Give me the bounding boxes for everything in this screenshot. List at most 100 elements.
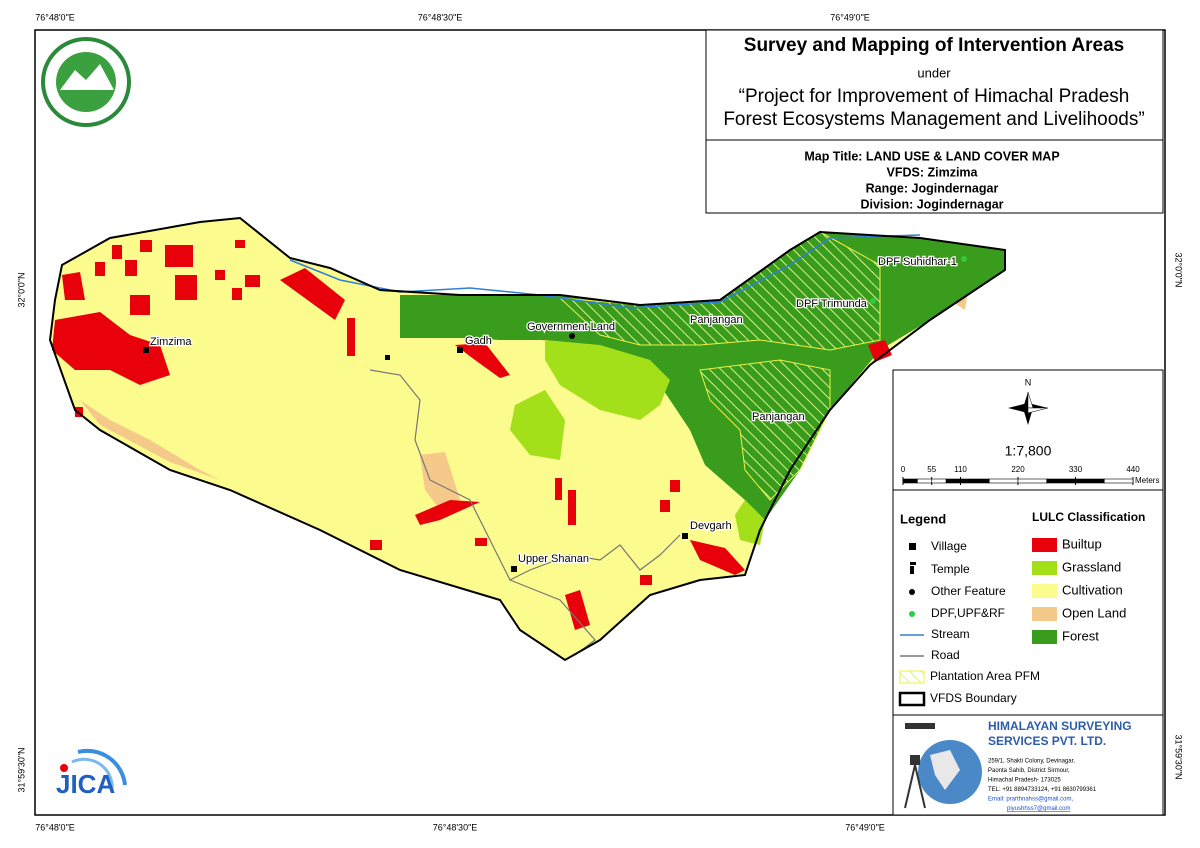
scale-tick-label: 220 [1011, 465, 1025, 474]
builtup [280, 268, 345, 320]
builtup [165, 245, 193, 267]
coordinate-label: 32°0'0"N [1174, 252, 1184, 287]
builtup [690, 540, 745, 575]
project-title: Forest Ecosystems Management and Livelih… [723, 109, 1144, 130]
scale-segment [902, 478, 918, 484]
lulc-label: Grassland [1062, 559, 1121, 574]
map-info: Range: Jogindernagar [866, 181, 999, 195]
builtup [125, 260, 137, 276]
scale-segment [1046, 478, 1076, 484]
builtup [640, 575, 652, 585]
builtup [565, 590, 590, 630]
hp-forest-logo [41, 37, 131, 127]
place-label: DPF Suhidhar-1 [878, 256, 957, 268]
lulc-label: Forest [1062, 628, 1099, 643]
jica-label: JICA [56, 769, 115, 799]
coordinate-label: 32°0'0"N [16, 272, 26, 307]
builtup [455, 343, 510, 378]
title: Survey and Mapping of Intervention Areas [744, 35, 1124, 56]
scale-tick-label: 330 [1069, 465, 1083, 474]
plantation-area [699, 359, 831, 501]
coordinate-label: 31°59'30"N [16, 747, 26, 792]
builtup [670, 480, 680, 492]
place-label: Zimzima [150, 336, 192, 348]
legend-box [892, 489, 1164, 716]
builtup [347, 318, 355, 356]
builtup [62, 272, 85, 300]
scale-tick-label: 440 [1126, 465, 1140, 474]
map-info: Division: Jogindernagar [860, 197, 1003, 211]
builtup [568, 490, 576, 525]
road [369, 369, 681, 581]
legend-label: Road [931, 648, 960, 662]
village-symbol [457, 347, 463, 353]
lulc-swatch [1032, 607, 1057, 621]
builtup [52, 312, 170, 385]
place-label: Upper Shanan [518, 553, 589, 565]
map-info-box [705, 139, 1164, 214]
builtup [215, 270, 225, 280]
lulc-swatch [1032, 584, 1057, 598]
coordinate-label: 76°48'0"E [35, 822, 75, 832]
place-label: Panjangan [752, 411, 805, 423]
company-address: TEL: +91 8894733124, +91 8630799361 [988, 787, 1097, 793]
feature-symbol [569, 333, 575, 339]
lulc-label: Open Land [1062, 605, 1126, 620]
builtup [245, 275, 260, 287]
scale-unit: Meters [1135, 476, 1159, 485]
coordinate-label: 31°59'30"N [1174, 734, 1184, 779]
coordinate-label: 76°48'30"E [418, 12, 463, 22]
lulc-label: Builtup [1062, 536, 1102, 551]
legend-label: Plantation Area PFM [930, 669, 1040, 683]
jica-logo [60, 748, 127, 791]
company-address: Email: prarthnahss@gmail.com, [988, 797, 1073, 803]
builtup-group [52, 240, 892, 630]
legend-label: Temple [931, 562, 970, 576]
open-land [420, 452, 460, 510]
scale-ratio: 1:7,800 [1005, 443, 1052, 459]
village-symbol [682, 533, 688, 539]
legend-label: Other Feature [931, 584, 1006, 598]
builtup [475, 538, 487, 546]
scale-segment [1103, 478, 1134, 484]
coordinate-label: 76°48'30"E [433, 822, 478, 832]
place-label: DPF Trimunda [796, 298, 868, 310]
vfds-boundary [48, 216, 1006, 662]
company-address: piyushhss7@gmail.com [1007, 806, 1070, 812]
builtup [370, 540, 382, 550]
grassland [735, 500, 765, 545]
builtup [140, 240, 152, 252]
scale-segment [945, 478, 961, 484]
lulc-swatch [1032, 561, 1057, 575]
lulc-swatch [1032, 630, 1057, 644]
company-address: Himachal Pradesh- 173025 [988, 778, 1061, 784]
place-label: Government Land [527, 321, 615, 333]
lulc-title: LULC Classification [1032, 510, 1145, 524]
company-logo [904, 723, 982, 809]
builtup [232, 288, 242, 300]
coordinate-label: 76°48'0"E [35, 12, 75, 22]
lulc-swatch [1032, 538, 1057, 552]
scale-tick-label: 0 [901, 465, 906, 474]
legend-symbols [898, 543, 926, 707]
place-label: Panjangan [690, 314, 743, 326]
builtup [130, 295, 150, 315]
scale-tick-label: 55 [927, 465, 936, 474]
village-symbol [511, 566, 517, 572]
grassland [510, 390, 565, 460]
village-symbol [143, 347, 149, 353]
builtup [112, 245, 122, 259]
scale-segment [988, 478, 1019, 484]
dpf-symbol [870, 298, 876, 304]
company-address: 259/1, Shakti Colony, Devinagar, [988, 759, 1075, 765]
legend-title: Legend [900, 511, 946, 526]
place-label: Devgarh [690, 520, 732, 532]
north-label: N [1025, 377, 1032, 387]
scale-box [892, 369, 1164, 491]
builtup [235, 240, 245, 248]
scale-tick-label: 110 [954, 465, 967, 474]
builtup [95, 262, 105, 276]
place-label: Gadh [465, 335, 492, 347]
title-box [705, 29, 1164, 141]
lulc-label: Cultivation [1062, 582, 1123, 597]
